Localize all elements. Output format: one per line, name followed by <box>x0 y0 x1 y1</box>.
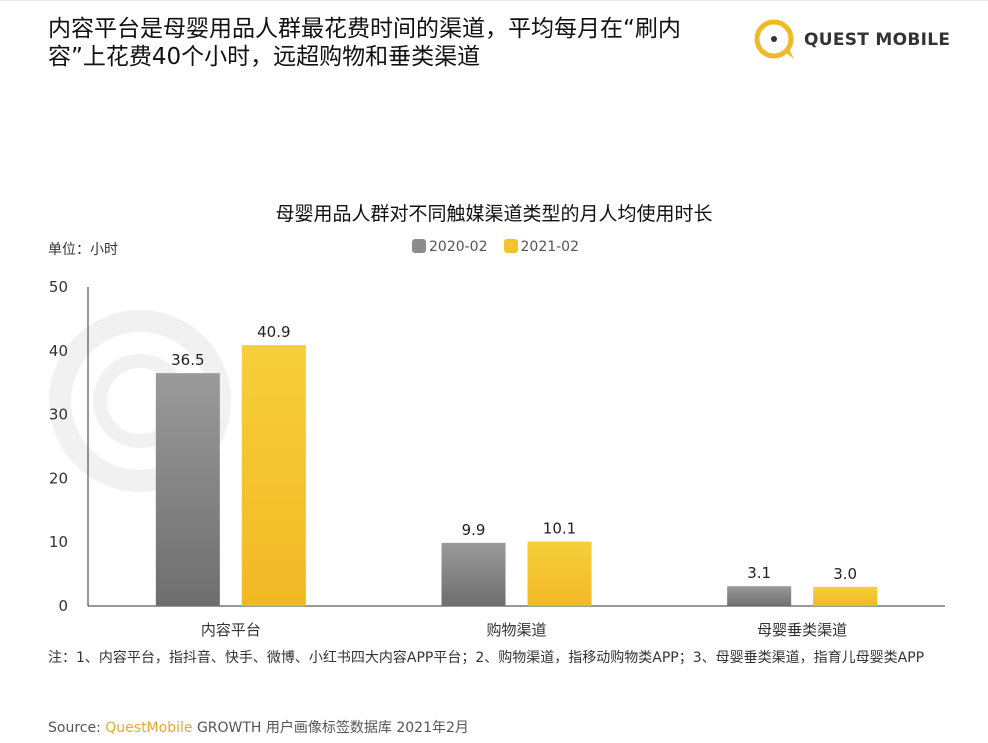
source-label: Source: <box>48 720 101 736</box>
logo: QUEST MOBILE <box>752 17 950 63</box>
legend: 2020-02 2021-02 <box>412 239 579 255</box>
data-label: 3.1 <box>747 564 771 582</box>
source-brand: QuestMobile <box>105 720 193 736</box>
legend-item-2020: 2020-02 <box>412 239 488 255</box>
data-label: 36.5 <box>171 351 204 369</box>
bar <box>155 373 220 606</box>
x-tick-label: 母婴垂类渠道 <box>757 621 847 639</box>
chart-title: 母婴用品人群对不同触媒渠道类型的月人均使用时长 <box>275 203 713 225</box>
data-label: 40.9 <box>257 323 290 341</box>
bar <box>813 586 878 606</box>
unit-label: 单位：小时 <box>48 242 118 258</box>
data-label: 10.1 <box>543 520 576 538</box>
y-tick-label: 10 <box>49 533 68 551</box>
y-tick-label: 20 <box>49 469 68 487</box>
data-label: 9.9 <box>462 521 486 539</box>
y-tick-label: 40 <box>49 342 68 360</box>
legend-label: 2020-02 <box>429 239 488 255</box>
legend-item-2021: 2021-02 <box>503 239 580 255</box>
logo-text: QUEST MOBILE <box>804 30 951 50</box>
bar <box>241 345 306 606</box>
data-label: 3.0 <box>833 565 857 583</box>
x-tick-label: 内容平台 <box>201 621 261 639</box>
quest-mobile-logo-icon <box>754 19 794 59</box>
x-tick-label: 购物渠道 <box>486 621 546 639</box>
y-tick-label: 0 <box>58 597 68 615</box>
bar <box>527 541 592 606</box>
footnote: 注：1、内容平台，指抖音、快手、微博、小红书四大内容APP平台；2、购物渠道，指… <box>48 650 925 666</box>
y-tick-label: 50 <box>49 278 68 296</box>
bar <box>727 586 792 606</box>
bar <box>441 542 506 606</box>
source: Source: QuestMobile GROWTH 用户画像标签数据库 202… <box>48 720 469 737</box>
y-tick-label: 30 <box>49 406 68 424</box>
source-text: GROWTH 用户画像标签数据库 2021年2月 <box>196 720 469 736</box>
page-title: 内容平台是母婴用品人群最花费时间的渠道，平均每月在“刷内容”上花费40个小时，远… <box>48 16 681 70</box>
legend-label: 2021-02 <box>520 239 580 255</box>
